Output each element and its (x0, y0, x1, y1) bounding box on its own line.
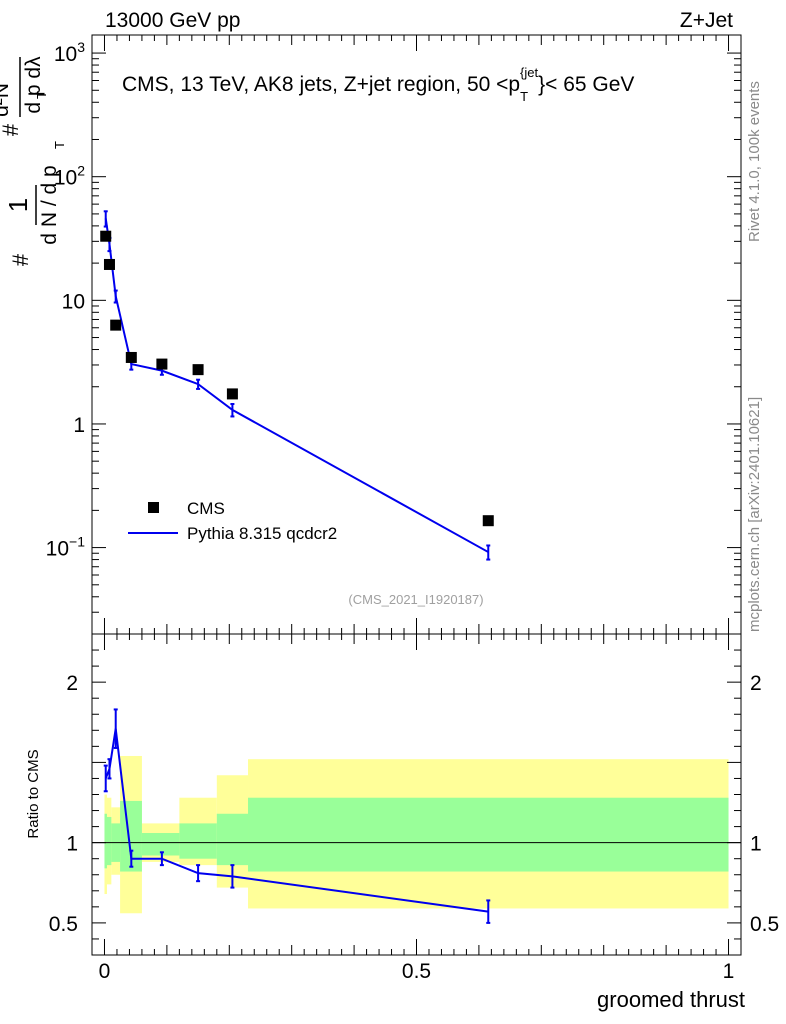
ratio-y-axis-label: Ratio to CMS (25, 749, 42, 838)
uncertainty-band-inner (179, 823, 217, 859)
x-axis-label: groomed thrust (597, 987, 745, 1012)
uncertainty-band-inner (141, 833, 180, 856)
energy-label: 13000 GeV pp (105, 9, 240, 32)
cms-data-point (103, 258, 115, 270)
y-tick-label: 102 (54, 163, 85, 190)
x-tick-label: 0.5 (402, 960, 431, 983)
process-label: Z+Jet (680, 9, 733, 32)
mcplots-label: mcplots.cern.ch [arXiv:2401.10621] (746, 396, 763, 632)
uncertainty-band-inner (248, 797, 729, 872)
y-tick-label: 103 (54, 39, 85, 66)
y-tick-label: 1 (73, 414, 85, 437)
ratio-y-tick-label: 1 (66, 833, 78, 856)
svg-text:1: 1 (3, 198, 33, 212)
x-tick-label: 1 (723, 960, 735, 983)
svg-text:#: # (8, 253, 33, 266)
ratio-y-tick-label-right: 1 (750, 833, 762, 856)
plot-title: CMS, 13 TeV, AK8 jets, Z+jet region, 50 … (122, 65, 634, 104)
uncertainty-band-inner (216, 813, 249, 866)
ratio-mc-line (104, 728, 489, 913)
ratio-y-tick-label-right: 0.5 (750, 913, 779, 936)
svg-text:T: T (52, 141, 67, 149)
mc-line (104, 218, 489, 553)
cms-data-point (125, 351, 137, 363)
cms-data-point (100, 230, 112, 242)
svg-text:d²N: d²N (0, 83, 13, 117)
ratio-y-tick-label: 2 (66, 672, 78, 695)
y-tick-label: 10−1 (46, 534, 86, 561)
cms-data-point (156, 358, 168, 370)
main-plot-frame (91, 34, 742, 635)
cms-data-point (226, 388, 238, 400)
analysis-id-label: (CMS_2021_I1920187) (348, 592, 483, 607)
cms-data-point (192, 364, 204, 376)
rivet-version-label: Rivet 4.1.0, 100k events (746, 81, 763, 242)
ratio-y-tick-label: 0.5 (49, 913, 78, 936)
uncertainty-band-inner (106, 816, 112, 866)
svg-text:T: T (34, 91, 49, 99)
cms-data-point (482, 515, 494, 527)
legend-mc-label: Pythia 8.315 qcdcr2 (187, 524, 337, 543)
legend-cms-label: CMS (187, 499, 225, 518)
legend-cms-marker (148, 502, 159, 513)
x-tick-label: 0 (99, 960, 111, 983)
svg-text:#: # (0, 123, 23, 136)
svg-text:d N / d p: d N / d p (38, 165, 61, 244)
svg-text:d p dλ: d p dλ (22, 56, 45, 114)
y-tick-label: 10 (62, 290, 85, 313)
cms-data-point (110, 319, 122, 331)
ratio-y-tick-label-right: 2 (750, 672, 762, 695)
uncertainty-band-inner (104, 813, 107, 869)
